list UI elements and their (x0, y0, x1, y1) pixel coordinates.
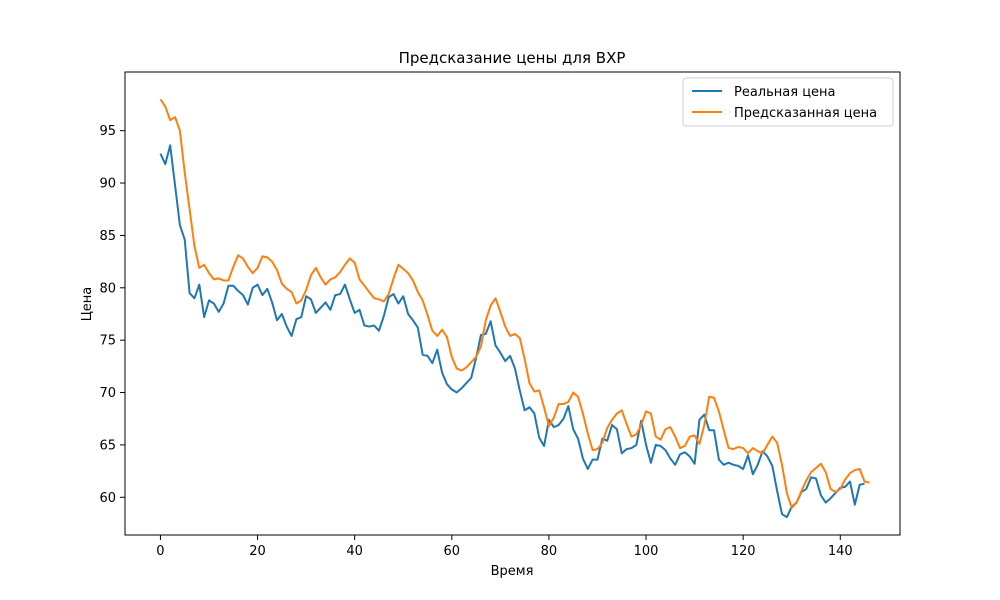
y-tick-label: 90 (99, 177, 116, 192)
plot-frame (124, 71, 901, 536)
series-line-real-price (159, 144, 865, 519)
x-axis-label: Время (491, 564, 534, 579)
y-tick-label: 65 (99, 438, 116, 453)
legend-box (682, 77, 894, 127)
x-tick-label: 60 (444, 544, 461, 559)
x-tick-label: 20 (249, 544, 266, 559)
x-tick-label: 40 (346, 544, 363, 559)
x-tick-label: 100 (634, 544, 659, 559)
y-axis: 60 65 70 75 80 85 90 95 (99, 124, 125, 506)
chart-title: Предсказание цены для BXP (399, 49, 626, 67)
x-axis: 0 20 40 60 80 100 120 140 (156, 535, 853, 559)
y-tick-label: 60 (99, 491, 116, 506)
series-line-predicted-price (159, 98, 870, 509)
y-tick-label: 75 (99, 334, 116, 349)
legend: Реальная цена Предсказанная цена (682, 77, 894, 127)
y-tick-label: 70 (99, 386, 116, 401)
plot-area (125, 72, 900, 535)
y-tick-label: 95 (99, 124, 116, 139)
x-tick-label: 140 (828, 544, 853, 559)
y-axis-label: Цена (80, 287, 95, 322)
x-tick-label: 0 (156, 544, 164, 559)
x-tick-label: 80 (541, 544, 558, 559)
legend-label-predicted: Предсказанная цена (734, 106, 877, 121)
y-tick-label: 80 (99, 281, 116, 296)
y-tick-label: 85 (99, 229, 116, 244)
x-tick-label: 120 (731, 544, 756, 559)
series-layer (159, 98, 870, 519)
legend-label-real: Реальная цена (734, 85, 836, 100)
